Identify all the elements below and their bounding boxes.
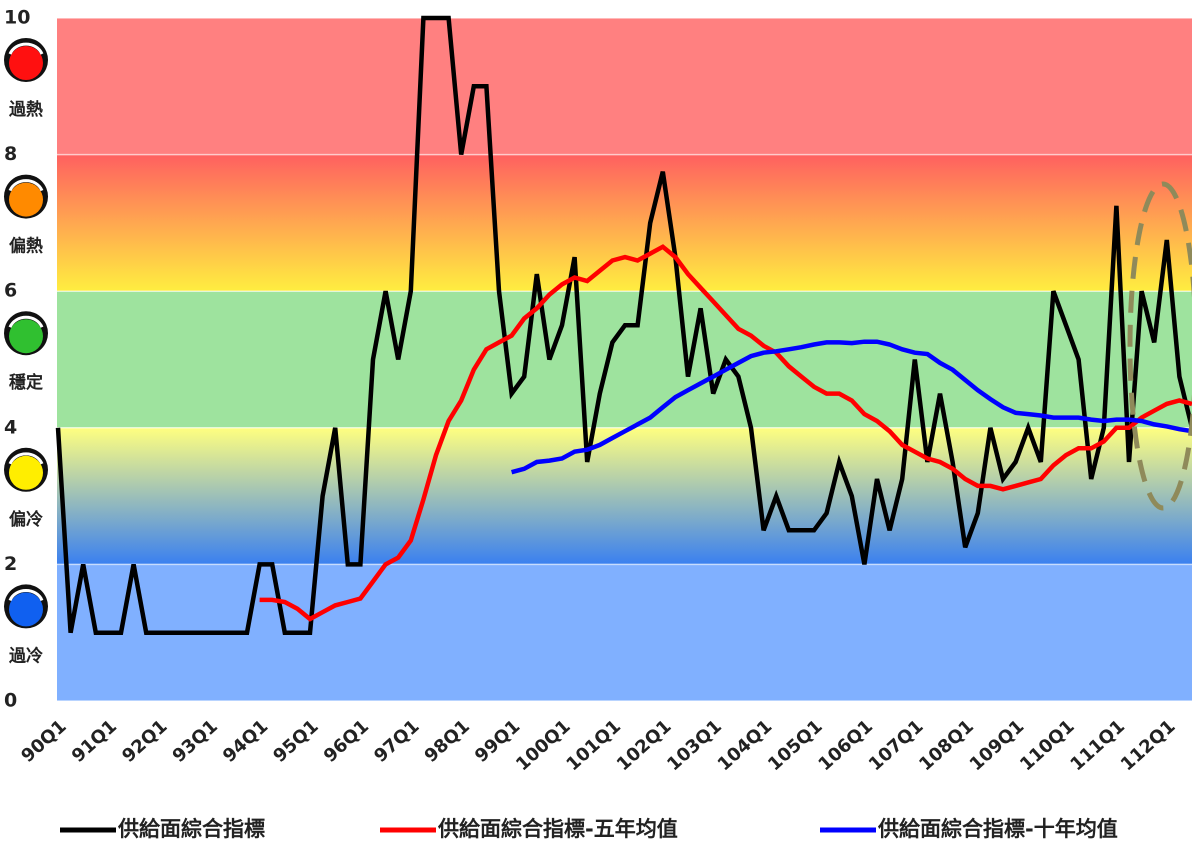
x-tick-label: 91Q1 — [68, 716, 121, 767]
x-tick-label: 104Q1 — [714, 716, 777, 775]
x-tick-label: 96Q1 — [320, 716, 373, 767]
zone-lamp — [9, 455, 43, 490]
zone-label: 穩定 — [9, 372, 43, 393]
series-line — [511, 339, 1192, 475]
zone-label: 過冷 — [9, 645, 43, 666]
x-tick-label: 107Q1 — [865, 716, 928, 775]
highlight-ellipse — [1127, 181, 1192, 511]
legend-label: 供給面綜合指標 — [117, 817, 265, 841]
zone-band — [57, 291, 1192, 428]
x-tick-label: 112Q1 — [1117, 716, 1180, 775]
x-tick-label: 98Q1 — [421, 716, 474, 767]
y-tick-label: 10 — [4, 7, 30, 29]
x-tick-label: 102Q1 — [613, 716, 676, 775]
x-tick-label: 90Q1 — [17, 716, 70, 767]
x-tick-label: 101Q1 — [562, 716, 625, 775]
zone-label: 偏熱 — [9, 236, 43, 257]
series-line — [259, 244, 1192, 622]
y-tick-label: 0 — [4, 690, 17, 712]
zone-lamp — [9, 46, 43, 80]
x-tick-label: 92Q1 — [118, 716, 171, 767]
x-tick-label: 105Q1 — [764, 716, 827, 775]
zone-lamp — [9, 182, 43, 217]
x-tick-label: 100Q1 — [512, 716, 575, 775]
zone-lamp-shine — [8, 315, 44, 328]
x-tick-label: 106Q1 — [814, 716, 877, 775]
x-tick-label: 109Q1 — [966, 716, 1029, 775]
x-tick-label: 93Q1 — [169, 716, 222, 767]
y-tick-label: 8 — [4, 143, 17, 165]
x-tick-label: 103Q1 — [663, 716, 726, 775]
zone-lamp — [9, 592, 43, 627]
zone-lamp — [9, 319, 43, 354]
zone-lamp-shine — [8, 589, 44, 602]
zone-label: 偏冷 — [9, 509, 43, 530]
x-tick-label: 97Q1 — [370, 716, 423, 767]
zone-lamp-shine — [8, 452, 44, 465]
x-tick-label: 94Q1 — [219, 716, 272, 767]
zone-lamp-shine — [8, 42, 44, 55]
legend-label: 供給面綜合指標-十年均值 — [877, 817, 1118, 841]
zone-lamp-shine — [8, 179, 44, 192]
zone-band — [57, 18, 1192, 155]
x-tick-label: 110Q1 — [1016, 716, 1079, 775]
x-tick-label: 95Q1 — [269, 716, 322, 767]
x-tick-label: 108Q1 — [915, 716, 978, 775]
legend-label: 供給面綜合指標-五年均值 — [437, 817, 678, 841]
y-tick-label: 6 — [4, 280, 17, 302]
x-tick-label: 111Q1 — [1066, 716, 1129, 775]
y-tick-label: 4 — [4, 416, 17, 438]
y-tick-label: 2 — [4, 553, 17, 575]
zone-band — [57, 154, 1192, 292]
series-line — [55, 15, 1192, 635]
zone-band — [57, 427, 1192, 565]
zone-label: 過熱 — [9, 99, 43, 120]
